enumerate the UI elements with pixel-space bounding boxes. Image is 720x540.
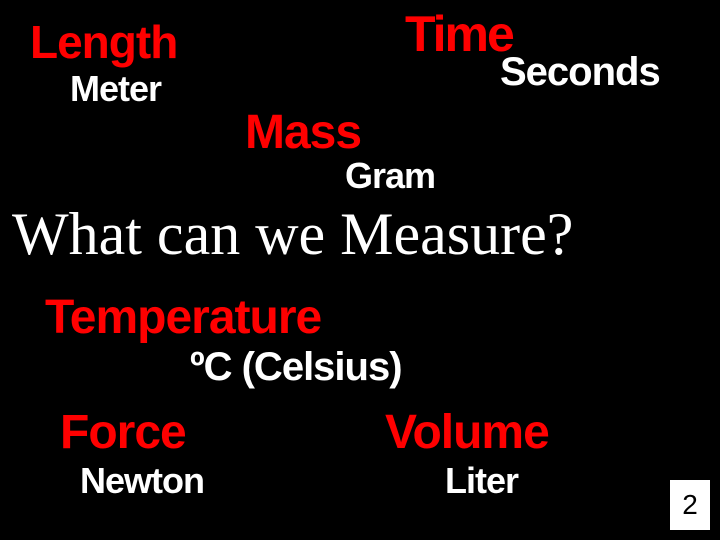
volume-label: Volume bbox=[385, 405, 549, 460]
mass-label: Mass bbox=[245, 105, 361, 160]
mass-unit: Gram bbox=[345, 155, 435, 197]
force-unit: Newton bbox=[80, 460, 204, 502]
temperature-label: Temperature bbox=[45, 290, 321, 345]
length-label: Length bbox=[30, 15, 177, 69]
force-label: Force bbox=[60, 405, 186, 460]
page-number: 2 bbox=[670, 480, 710, 530]
time-label: Time bbox=[405, 5, 513, 63]
time-unit: Seconds bbox=[500, 50, 660, 95]
temperature-unit: ºC (Celsius) bbox=[190, 345, 402, 390]
volume-unit: Liter bbox=[445, 460, 518, 502]
length-unit: Meter bbox=[70, 68, 161, 110]
main-title: What can we Measure? bbox=[12, 200, 573, 269]
